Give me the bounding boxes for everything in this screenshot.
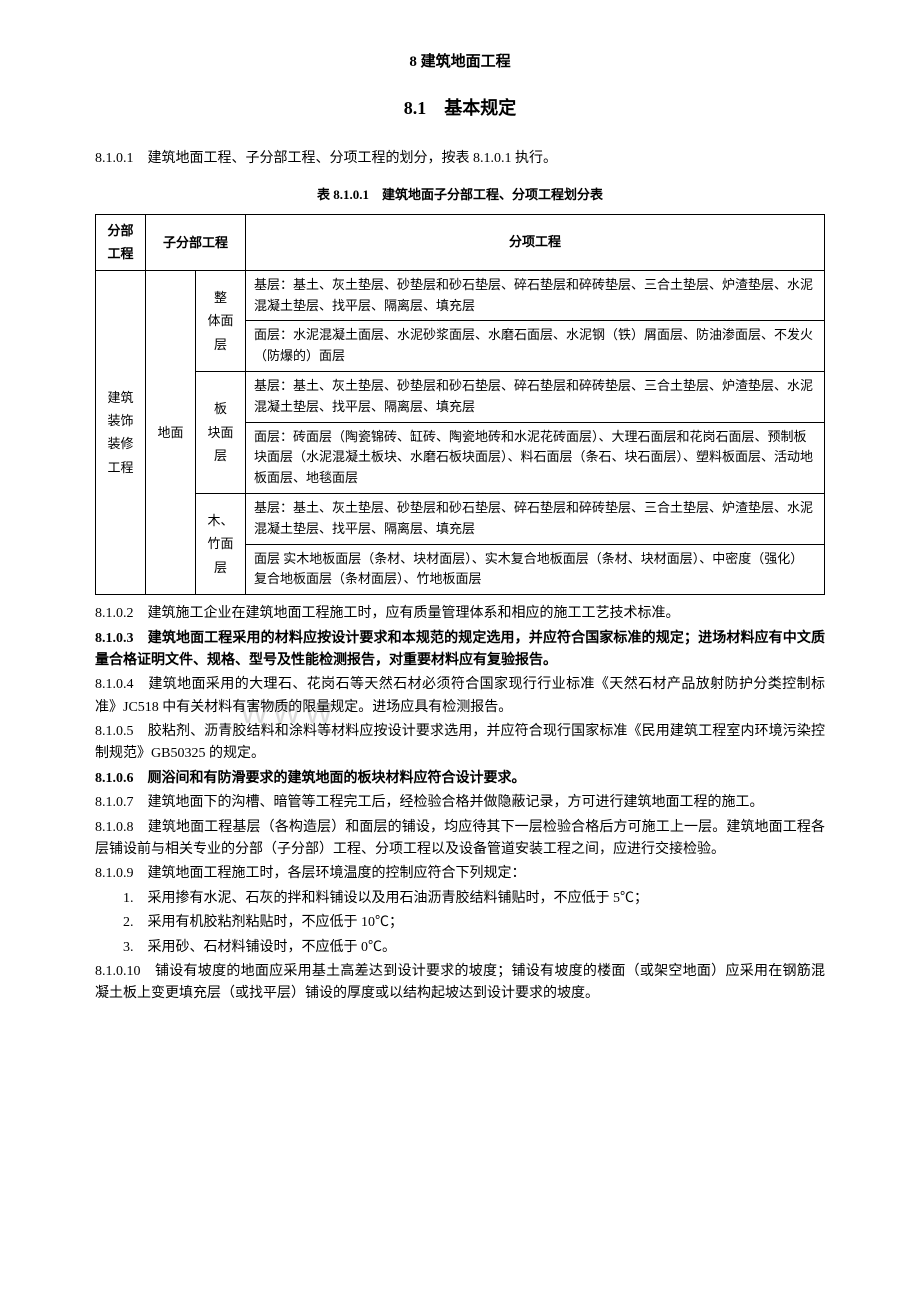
table-title: 表 8.1.0.1 建筑地面子分部工程、分项工程划分表 [95,185,825,206]
base-cell-1: 基层：基土、灰土垫层、砂垫层和砂石垫层、碎石垫层和碎砖垫层、三合土垫层、炉渣垫层… [246,270,825,321]
para-8108: 8.1.0.8 建筑地面工程基层（各构造层）和面层的铺设，均应待其下一层检验合格… [95,817,825,862]
header-col3: 分项工程 [246,214,825,270]
surface-cell-3: 面层 实木地板面层（条材、块材面层）、实木复合地板面层（条材、块材面层）、中密度… [246,544,825,595]
para-8103: 8.1.0.3 建筑地面工程采用的材料应按设计要求和本规范的规定选用，并应符合国… [95,628,825,673]
list-item-3: 3. 采用砂、石材料铺设时，不应低于 0℃。 [123,937,825,959]
list-item-2: 2. 采用有机胶粘剂粘贴时，不应低于 10℃； [123,912,825,934]
header-col1: 分部工程 [96,214,146,270]
para-81010: 8.1.0.10 铺设有坡度的地面应采用基土高差达到设计要求的坡度；铺设有坡度的… [95,961,825,1006]
surface-cell-1: 面层：水泥混凝土面层、水泥砂浆面层、水磨石面层、水泥钢（铁）屑面层、防油渗面层、… [246,321,825,372]
para-8109: 8.1.0.9 建筑地面工程施工时，各层环境温度的控制应符合下列规定： [95,863,825,885]
base-cell-2: 基层：基土、灰土垫层、砂垫层和砂石垫层、碎石垫层和碎砖垫层、三合土垫层、炉渣垫层… [246,371,825,422]
para-8105: 8.1.0.5 胶粘剂、沥青胶结料和涂料等材料应按设计要求选用，并应符合现行国家… [95,721,825,766]
base-cell-3: 基层：基土、灰土垫层、砂垫层和砂石垫层、碎石垫层和碎砖垫层、三合土垫层、炉渣垫层… [246,493,825,544]
header-col2: 子分部工程 [146,214,246,270]
type-cell-3: 木、竹面 层 [196,493,246,594]
main-title: 8 建筑地面工程 [95,50,825,74]
paragraphs-section: 8.1.0.2 建筑施工企业在建筑地面工程施工时，应有质量管理体系和相应的施工工… [95,603,825,1006]
para-8106: 8.1.0.6 厕浴间和有防滑要求的建筑地面的板块材料应符合设计要求。 [95,768,825,790]
classification-table: 分部工程 子分部工程 分项工程 建筑装饰装修工程 地面 整 体面 层 基层：基土… [95,214,825,595]
table-row: 木、竹面 层 基层：基土、灰土垫层、砂垫层和砂石垫层、碎石垫层和碎砖垫层、三合土… [96,493,825,544]
para-8104: 8.1.0.4 建筑地面采用的大理石、花岗石等天然石材必须符合国家现行行业标准《… [95,674,825,719]
para-8107: 8.1.0.7 建筑地面下的沟槽、暗管等工程完工后，经检验合格并做隐蔽记录，方可… [95,792,825,814]
list-item-1: 1. 采用掺有水泥、石灰的拌和料铺设以及用石油沥青胶结料铺贴时，不应低于 5℃； [123,888,825,910]
category-cell: 建筑装饰装修工程 [96,270,146,594]
table-row: 板 块面 层 基层：基土、灰土垫层、砂垫层和砂石垫层、碎石垫层和碎砖垫层、三合土… [96,371,825,422]
intro-paragraph: 8.1.0.1 建筑地面工程、子分部工程、分项工程的划分，按表 8.1.0.1 … [95,148,825,170]
type-cell-1: 整 体面 层 [196,270,246,371]
table-row: 建筑装饰装修工程 地面 整 体面 层 基层：基土、灰土垫层、砂垫层和砂石垫层、碎… [96,270,825,321]
subcategory-cell: 地面 [146,270,196,594]
surface-cell-2: 面层：砖面层（陶瓷锦砖、缸砖、陶瓷地砖和水泥花砖面层）、大理石面层和花岗石面层、… [246,422,825,493]
section-title: 8.1 基本规定 [95,94,825,123]
para-8102: 8.1.0.2 建筑施工企业在建筑地面工程施工时，应有质量管理体系和相应的施工工… [95,603,825,625]
type-cell-2: 板 块面 层 [196,371,246,493]
table-header-row: 分部工程 子分部工程 分项工程 [96,214,825,270]
